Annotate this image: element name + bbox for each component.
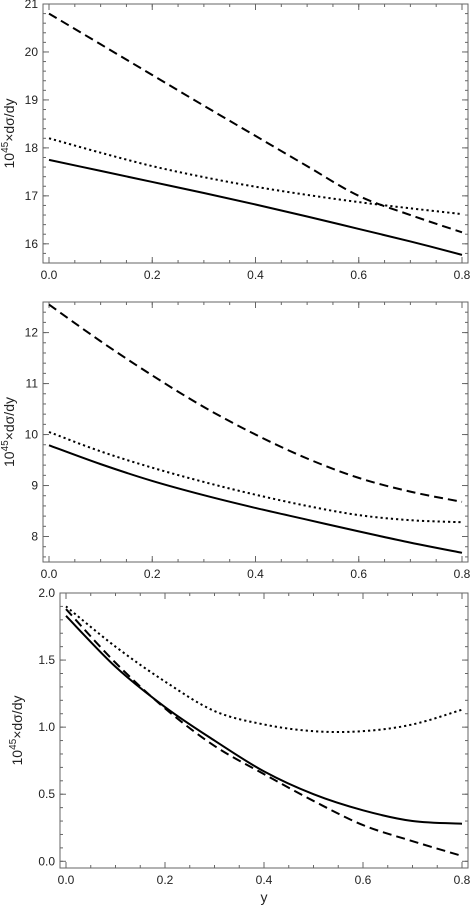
x-axis-label: y [261,889,268,905]
y-axis-label-base: 10 [1,451,17,467]
y-tick-label: 9 [31,479,38,493]
y-tick-label: 1.0 [38,720,55,734]
plot-frame [42,301,469,563]
x-tick-label: 0.0 [58,873,75,887]
x-tick-label: 0.8 [454,873,471,887]
x-tick-label: 0.4 [247,567,264,581]
y-tick-label: 11 [26,377,39,391]
x-tick-label: 0.2 [144,567,161,581]
series-line-dotted [65,605,463,734]
x-tick-label: 0.6 [350,268,367,282]
x-tick-label: 0.2 [144,268,161,282]
series-line-dashed [65,608,463,857]
series-line-dashed [48,303,463,503]
y-tick-label: 0.0 [38,854,55,868]
y-tick-label: 8 [31,530,38,544]
y-axis-label-base: 10 [1,153,17,169]
x-tick-label: 0.4 [247,268,264,282]
y-axis-label-exponent: 45 [0,141,11,153]
y-axis-label-exponent: 45 [8,738,19,750]
x-tick-label: 0.0 [41,567,58,581]
y-tick-label: 2.0 [38,586,55,600]
x-tick-label: 0.6 [355,873,372,887]
x-tick-label: 0.0 [41,268,58,282]
y-tick-label: 10 [25,428,39,442]
y-tick-label: 18 [25,141,39,155]
y-axis-label: 1045×dσ/dy [0,99,17,169]
x-tick-label: 0.8 [454,567,471,581]
series-line-solid [65,615,463,825]
chart-panel-3: 0.0 0.2 0.4 0.6 0.8 0.0 0.5 1.0 1.5 2.0 1045×dσ/dy… [8,586,471,905]
series-line-solid [48,158,463,256]
chart-panel-1: 0.0 0.2 0.4 0.6 0.8 16 17 18 19 20 21 1045×dσ/dy [0,0,471,282]
x-tick-label: 0.2 [157,873,174,887]
y-tick-label: 20 [25,45,39,59]
y-axis-label-base: 10 [9,750,25,766]
plot-frame [42,3,469,264]
y-axis-label-exponent: 45 [0,440,11,452]
series-line-solid [48,444,463,554]
plot-frame [59,592,469,869]
y-axis-label: 1045×dσ/dy [8,696,25,766]
y-tick-label: 21 [25,0,39,11]
y-tick-label: 12 [25,326,39,340]
y-axis-label-text: ×dσ/dy [1,99,17,142]
y-tick-label: 19 [25,93,39,107]
x-tick-label: 0.4 [256,873,273,887]
x-tick-label: 0.8 [454,268,471,282]
y-tick-label: 17 [25,189,39,203]
y-axis-label-text: ×dσ/dy [9,696,25,739]
y-tick-label: 16 [25,237,39,251]
y-axis-label: 1045×dσ/dy [0,397,17,467]
y-axis-label-text: ×dσ/dy [1,397,17,440]
y-tick-label: 0.5 [38,787,55,801]
series-line-dotted [48,137,463,216]
y-tick-label: 1.5 [38,653,55,667]
x-tick-label: 0.6 [350,567,367,581]
series-line-dashed [48,12,463,234]
